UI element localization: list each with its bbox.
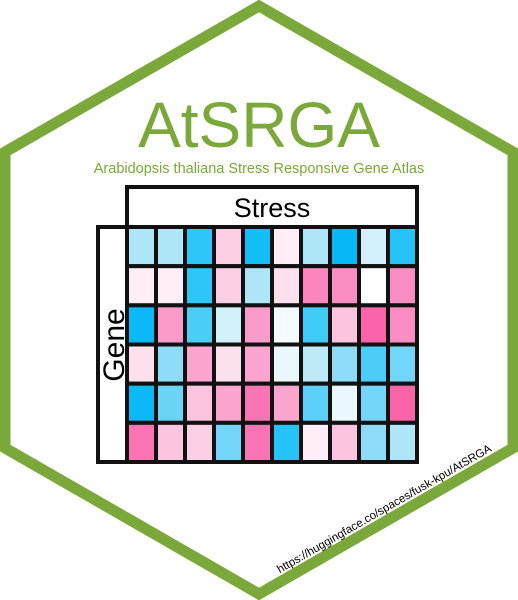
heatmap-cell-r6-c10 — [386, 420, 419, 464]
heatmap-cell-r6-c6 — [270, 420, 303, 464]
heatmap-cell-r1-c5 — [241, 225, 274, 269]
heatmap-cell-r5-c5 — [241, 381, 274, 425]
heatmap-cell-r3-c6 — [270, 303, 303, 347]
heatmap-cell-r5-c4 — [212, 381, 245, 425]
heatmap-cell-r4-c7 — [299, 342, 332, 386]
heatmap-cell-r5-c7 — [299, 381, 332, 425]
logo-subtitle: Arabidopsis thaliana Stress Responsive G… — [94, 161, 424, 177]
heatmap-cell-r5-c3 — [183, 381, 216, 425]
heatmap-cell-r2-c6 — [270, 264, 303, 308]
heatmap-cell-r2-c2 — [154, 264, 187, 308]
heatmap-cell-r1-c2 — [154, 225, 187, 269]
heatmap-grid — [125, 225, 419, 464]
heatmap-cell-r3-c4 — [212, 303, 245, 347]
heatmap-cell-r6-c5 — [241, 420, 274, 464]
heatmap-cell-r4-c8 — [328, 342, 361, 386]
heatmap-cell-r5-c2 — [154, 381, 187, 425]
heatmap-cell-r4-c1 — [125, 342, 158, 386]
heatmap-cell-r3-c1 — [125, 303, 158, 347]
heatmap-cell-r4-c10 — [386, 342, 419, 386]
heatmap-cell-r1-c4 — [212, 225, 245, 269]
heatmap-cell-r5-c9 — [357, 381, 390, 425]
heatmap-cell-r2-c10 — [386, 264, 419, 308]
heatmap-cell-r2-c3 — [183, 264, 216, 308]
heatmap-cell-r3-c3 — [183, 303, 216, 347]
logo-title: AtSRGA — [138, 89, 380, 161]
stress-header-box — [125, 185, 419, 229]
heatmap-cell-r2-c5 — [241, 264, 274, 308]
heatmap-cell-r1-c10 — [386, 225, 419, 269]
heatmap-cell-r1-c3 — [183, 225, 216, 269]
heatmap-cell-r5-c10 — [386, 381, 419, 425]
heatmap-cell-r1-c6 — [270, 225, 303, 269]
heatmap-cell-r2-c1 — [125, 264, 158, 308]
heatmap-cell-r3-c10 — [386, 303, 419, 347]
stress-header-label: Stress — [234, 193, 311, 223]
heatmap-cell-r3-c2 — [154, 303, 187, 347]
heatmap-cell-r6-c8 — [328, 420, 361, 464]
heatmap-cell-r4-c4 — [212, 342, 245, 386]
heatmap-cell-r1-c1 — [125, 225, 158, 269]
gene-header-box — [96, 225, 129, 464]
heatmap-cell-r4-c3 — [183, 342, 216, 386]
heatmap-cell-r3-c7 — [299, 303, 332, 347]
heatmap-cell-r6-c2 — [154, 420, 187, 464]
heatmap-cell-r3-c9 — [357, 303, 390, 347]
heatmap-cell-r5-c1 — [125, 381, 158, 425]
heatmap-cell-r3-c5 — [241, 303, 274, 347]
heatmap-cell-r6-c9 — [357, 420, 390, 464]
heatmap-cell-r5-c8 — [328, 381, 361, 425]
heatmap-cell-r4-c6 — [270, 342, 303, 386]
heatmap-cell-r4-c2 — [154, 342, 187, 386]
heatmap-cell-r2-c7 — [299, 264, 332, 308]
heatmap-cell-r4-c9 — [357, 342, 390, 386]
heatmap-cell-r2-c9 — [357, 264, 390, 308]
heatmap-cell-r2-c4 — [212, 264, 245, 308]
heatmap-cell-r1-c8 — [328, 225, 361, 269]
heatmap-cell-r6-c4 — [212, 420, 245, 464]
heatmap-cell-r4-c5 — [241, 342, 274, 386]
heatmap-cell-r3-c8 — [328, 303, 361, 347]
heatmap-cell-r6-c3 — [183, 420, 216, 464]
heatmap-cell-r2-c8 — [328, 264, 361, 308]
heatmap-cell-r6-c7 — [299, 420, 332, 464]
heatmap-cell-r5-c6 — [270, 381, 303, 425]
heatmap-cell-r1-c7 — [299, 225, 332, 269]
heatmap-cell-r1-c9 — [357, 225, 390, 269]
heatmap-cell-r6-c1 — [125, 420, 158, 464]
